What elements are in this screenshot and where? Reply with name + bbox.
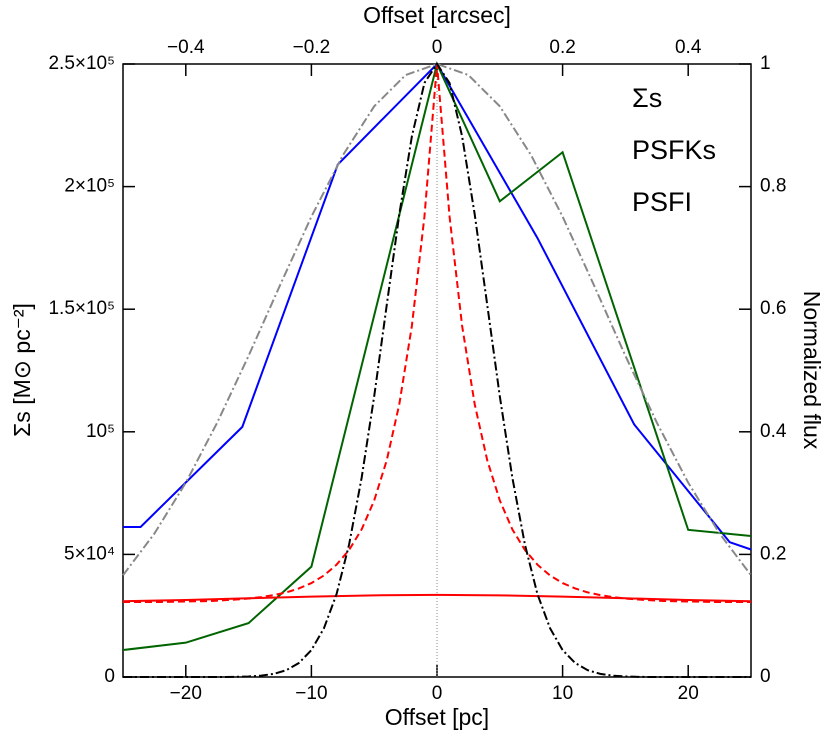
x-tick-label: 20 bbox=[678, 683, 699, 704]
x-tick-label: 0 bbox=[432, 37, 443, 58]
x-tick-label: 0.4 bbox=[675, 37, 702, 58]
x-axis-label: Offset [pc] bbox=[385, 704, 489, 730]
x-tick-label: 0 bbox=[432, 683, 443, 704]
x-tick-label: −20 bbox=[170, 683, 202, 704]
y-tick-label: 2×10⁵ bbox=[64, 176, 115, 197]
y-tick-label: 1 bbox=[760, 53, 771, 74]
y-tick-label: 0.6 bbox=[760, 298, 786, 319]
x2-axis-label: Offset [arcsec] bbox=[363, 2, 511, 28]
y-tick-label: 0 bbox=[760, 666, 771, 687]
x-tick-label: −0.4 bbox=[167, 37, 205, 58]
y-tick-label: 10⁵ bbox=[86, 421, 115, 442]
y-tick-label: 5×10⁴ bbox=[64, 543, 115, 564]
series-line bbox=[123, 62, 751, 678]
x-tick-label: 10 bbox=[552, 683, 573, 704]
y-tick-label: 0 bbox=[104, 666, 115, 687]
x-tick-label: −10 bbox=[295, 683, 327, 704]
y2-axis-label: Normalized flux bbox=[799, 291, 825, 450]
series-line bbox=[122, 62, 752, 576]
x-tick-label: −0.2 bbox=[293, 37, 331, 58]
legend-text: PSFI bbox=[632, 187, 692, 217]
y-axis-label: Σs [M⊙ pc⁻²] bbox=[9, 303, 35, 437]
legend-text: PSFKs bbox=[632, 135, 716, 165]
legend-text: Σs bbox=[632, 83, 662, 113]
y-tick-label: 0.2 bbox=[760, 543, 786, 564]
y-tick-label: 1.5×10⁵ bbox=[48, 298, 115, 319]
y-tick-label: 2.5×10⁵ bbox=[48, 53, 115, 74]
x-tick-label: 0.2 bbox=[549, 37, 575, 58]
y-tick-label: 0.8 bbox=[760, 176, 786, 197]
series-line bbox=[122, 593, 752, 603]
y-tick-label: 0.4 bbox=[760, 421, 787, 442]
